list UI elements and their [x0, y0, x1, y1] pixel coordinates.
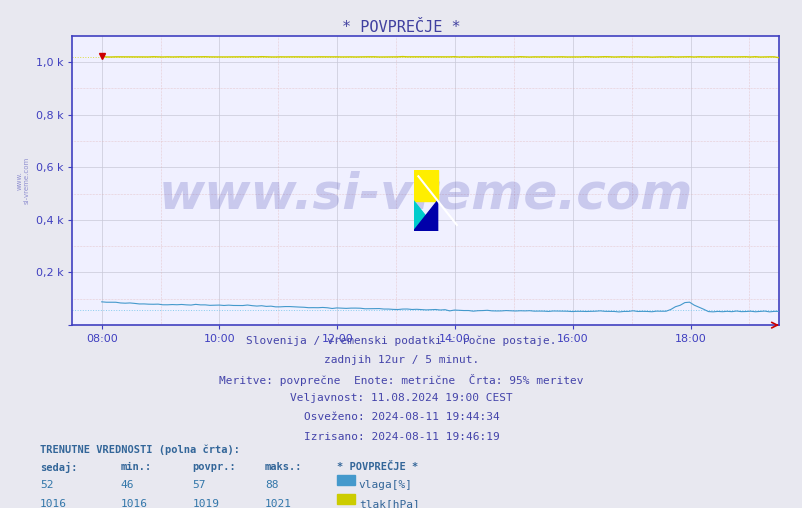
Text: 46: 46	[120, 480, 134, 490]
Text: Osveženo: 2024-08-11 19:44:34: Osveženo: 2024-08-11 19:44:34	[303, 412, 499, 423]
Text: 1021: 1021	[265, 499, 292, 508]
Text: TRENUTNE VREDNOSTI (polna črta):: TRENUTNE VREDNOSTI (polna črta):	[40, 444, 240, 455]
Text: 1019: 1019	[192, 499, 220, 508]
Polygon shape	[413, 201, 437, 231]
Text: 1016: 1016	[40, 499, 67, 508]
Text: Slovenija / vremenski podatki - ročne postaje.: Slovenija / vremenski podatki - ročne po…	[246, 335, 556, 346]
Text: sedaj:: sedaj:	[40, 462, 78, 473]
Text: povpr.:: povpr.:	[192, 462, 236, 472]
Text: 88: 88	[265, 480, 278, 490]
Text: 57: 57	[192, 480, 206, 490]
Text: tlak[hPa]: tlak[hPa]	[358, 499, 419, 508]
Text: * POVPREČJE *: * POVPREČJE *	[337, 462, 418, 472]
Text: * POVPREČJE *: * POVPREČJE *	[342, 20, 460, 36]
Bar	[413, 170, 437, 201]
Text: Izrisano: 2024-08-11 19:46:19: Izrisano: 2024-08-11 19:46:19	[303, 432, 499, 442]
Text: maks.:: maks.:	[265, 462, 302, 472]
Text: vlaga[%]: vlaga[%]	[358, 480, 412, 490]
Text: zadnjih 12ur / 5 minut.: zadnjih 12ur / 5 minut.	[323, 355, 479, 365]
Text: 52: 52	[40, 480, 54, 490]
Text: 1016: 1016	[120, 499, 148, 508]
Text: Veljavnost: 11.08.2024 19:00 CEST: Veljavnost: 11.08.2024 19:00 CEST	[290, 393, 512, 403]
Text: www.si-vreme.com: www.si-vreme.com	[158, 171, 692, 219]
Text: www.
si-vreme.com: www. si-vreme.com	[16, 156, 29, 204]
Text: min.:: min.:	[120, 462, 152, 472]
Text: Meritve: povprečne  Enote: metrične  Črta: 95% meritev: Meritve: povprečne Enote: metrične Črta:…	[219, 374, 583, 386]
Polygon shape	[413, 201, 437, 231]
